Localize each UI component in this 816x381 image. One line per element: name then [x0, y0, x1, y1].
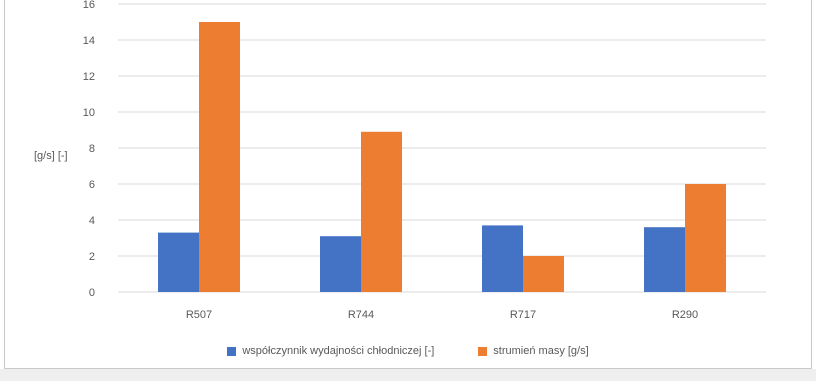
y-tick-label-8: 16 — [83, 0, 95, 11]
bar-r290-series-2 — [685, 184, 726, 292]
y-tick-label-6: 12 — [83, 71, 95, 83]
y-tick-label-0: 0 — [89, 287, 95, 299]
y-axis-label: [g/s] [-] — [34, 150, 68, 162]
y-tick-label-5: 10 — [83, 107, 95, 119]
x-tick-label-r507: R507 — [186, 309, 212, 321]
y-tick-label-2: 4 — [89, 215, 95, 227]
x-tick-labels: R507 R744 R717 R290 — [186, 309, 698, 321]
legend-item-series-1: współczynnik wydajności chłodniczej [-] — [227, 345, 434, 357]
legend-label-series-2: strumień masy [g/s] — [493, 345, 589, 357]
bars — [158, 22, 726, 292]
y-tick-labels: 0 2 4 6 8 10 12 14 16 — [83, 0, 95, 299]
x-tick-label-r744: R744 — [348, 309, 374, 321]
legend-label-series-1: współczynnik wydajności chłodniczej [-] — [242, 345, 435, 357]
y-tick-label-3: 6 — [89, 179, 95, 191]
bar-r717-series-1 — [482, 225, 523, 292]
legend-swatch-series-1 — [227, 346, 237, 356]
x-tick-label-r290: R290 — [672, 309, 698, 321]
bar-r744-series-1 — [320, 236, 361, 292]
bar-r290-series-1 — [644, 227, 685, 292]
legend: współczynnik wydajności chłodniczej [-] … — [0, 340, 816, 362]
bar-r717-series-2 — [523, 256, 564, 292]
y-tick-label-1: 2 — [89, 251, 95, 263]
bar-r507-series-2 — [199, 22, 240, 292]
bar-r744-series-2 — [361, 131, 402, 292]
y-tick-label-7: 14 — [83, 35, 95, 47]
legend-swatch-series-2 — [478, 346, 488, 356]
bar-r507-series-1 — [158, 232, 199, 292]
y-tick-label-4: 8 — [89, 143, 95, 155]
legend-item-series-2: strumień masy [g/s] — [478, 345, 589, 357]
x-tick-label-r717: R717 — [510, 309, 536, 321]
bottom-strip — [0, 369, 816, 381]
